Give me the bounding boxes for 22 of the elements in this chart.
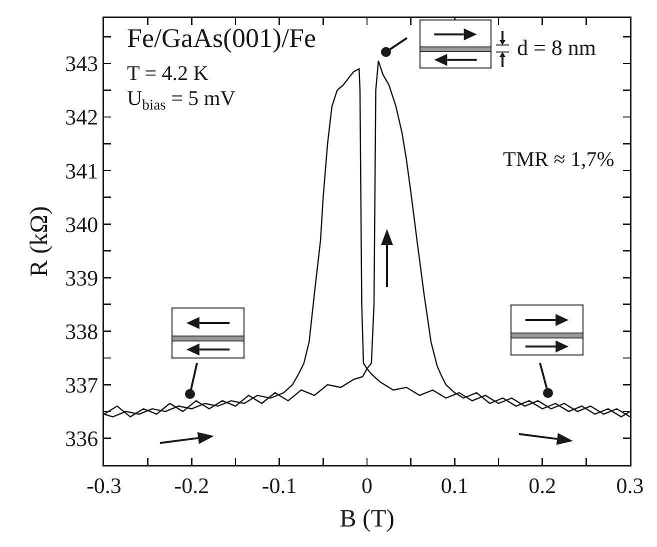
- y-tick-label: 339: [65, 265, 98, 290]
- annotation: d = 8 nm: [517, 35, 596, 60]
- x-tick-label: -0.1: [262, 472, 297, 498]
- y-tick-label: 336: [65, 426, 98, 451]
- y-tick-label: 343: [65, 51, 98, 76]
- x-tick-label: 0.3: [616, 472, 644, 498]
- y-tick-label: 340: [65, 212, 98, 237]
- x-tick-label: -0.3: [86, 472, 122, 498]
- annotation: T = 4.2 K: [127, 61, 208, 85]
- y-tick-label: 338: [65, 318, 98, 344]
- x-tick-label: -0.2: [174, 472, 210, 498]
- x-tick-label: 0: [362, 472, 372, 498]
- annotation: U$_{bias}$ = 5 mV: [127, 86, 236, 114]
- y-tick-label: 342: [65, 104, 98, 130]
- y-axis-title: R (kΩ): [26, 206, 54, 277]
- annotation: TMR ≈ 1,7%: [503, 147, 614, 171]
- x-tick-label: 0.2: [528, 472, 556, 498]
- x-tick-label: 0.1: [440, 472, 468, 498]
- annotation: Fe/GaAs(001)/Fe: [127, 23, 316, 53]
- y-tick-label: 337: [65, 372, 98, 398]
- y-tick-label: 341: [65, 158, 98, 184]
- x-axis-title: B (T): [340, 506, 394, 533]
